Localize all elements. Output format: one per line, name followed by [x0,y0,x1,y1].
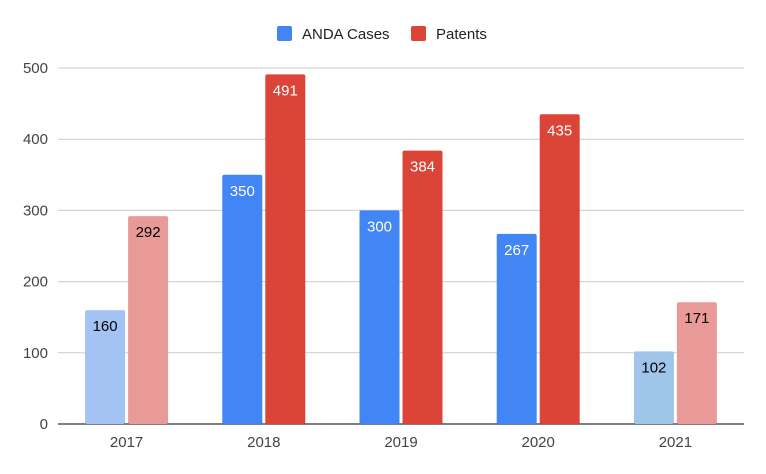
bar-anda-cases [85,310,126,424]
legend: ANDA Cases Patents [277,26,487,43]
data-label: 491 [273,82,298,99]
x-tick-label: 2020 [522,434,555,451]
legend-label: Patents [436,26,487,43]
data-label: 300 [367,218,392,235]
data-label: 171 [684,310,709,327]
x-tick-label: 2021 [659,434,692,451]
bars: 160 292 350 491 300 384 267 435 102 171 [85,74,717,425]
gridlines [58,67,744,425]
y-axis-ticks: 0 100 200 300 400 500 [23,60,48,433]
x-axis-ticks: 2017 2018 2019 2020 2021 [110,434,692,451]
bar-patents [402,150,443,425]
y-tick-label: 200 [23,274,48,291]
bar-patents [128,216,169,424]
data-label: 267 [504,242,529,259]
data-label: 435 [547,122,572,139]
legend-swatch [277,26,292,41]
x-tick-label: 2018 [247,434,280,451]
data-label: 350 [230,183,255,200]
bar-anda-cases [222,174,263,424]
legend-swatch [411,26,426,41]
bar-anda-cases [496,233,537,424]
data-label: 160 [93,318,118,335]
bar-patents [676,302,717,424]
x-tick-label: 2019 [384,434,417,451]
legend-label: ANDA Cases [302,26,390,43]
x-tick-label: 2017 [110,434,143,451]
y-tick-label: 500 [23,60,48,77]
bar-anda-cases [359,210,400,424]
bar-patents [265,74,306,425]
data-label: 292 [136,224,161,241]
y-tick-label: 0 [40,416,48,433]
data-label: 384 [410,159,435,176]
bar-patents [539,114,580,424]
y-tick-label: 400 [23,131,48,148]
bar-anda-cases [633,351,674,424]
y-tick-label: 300 [23,202,48,219]
y-tick-label: 100 [23,345,48,362]
data-label: 102 [641,359,666,376]
